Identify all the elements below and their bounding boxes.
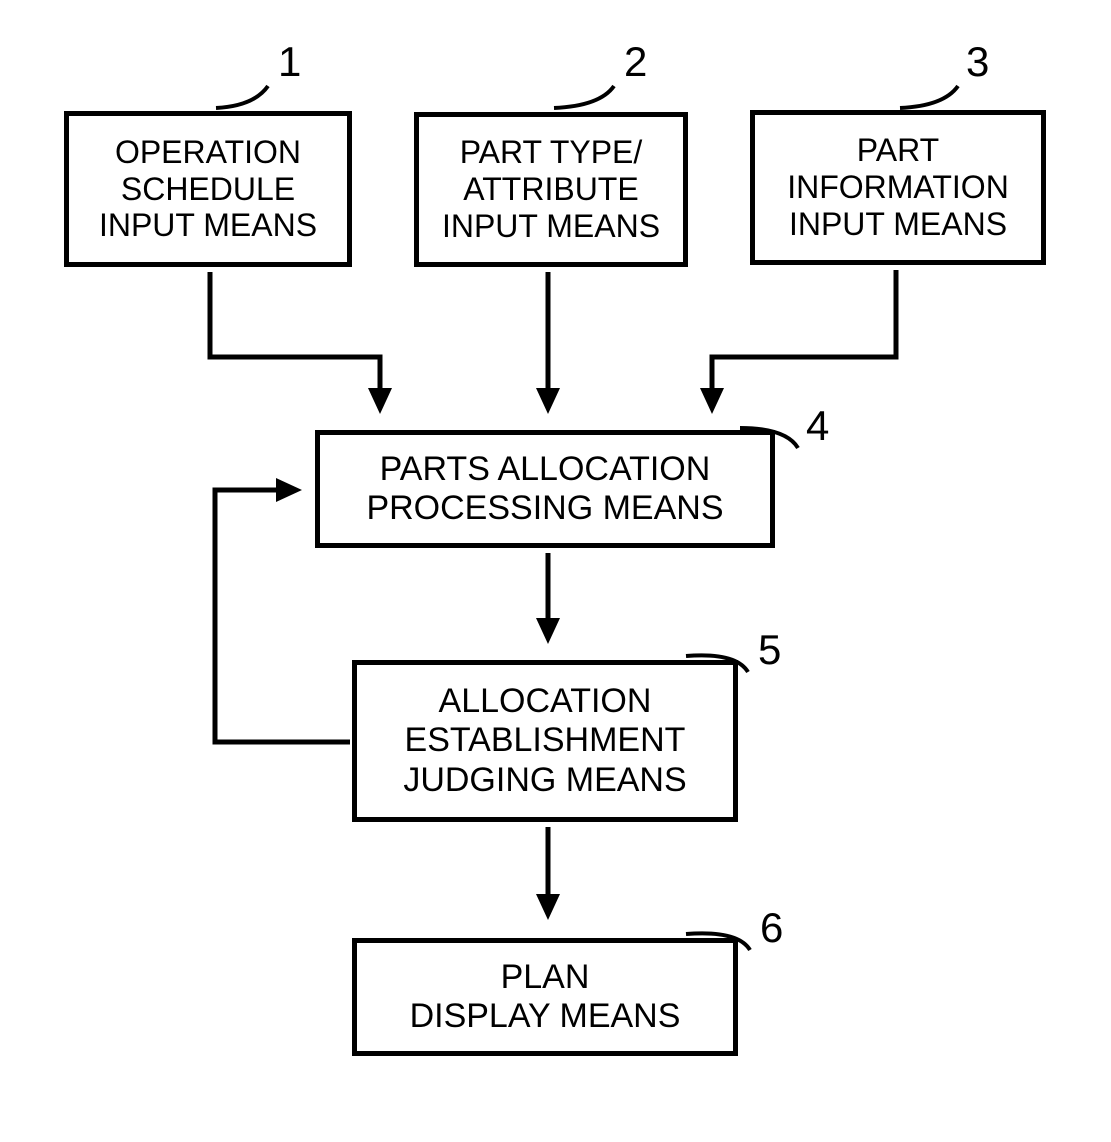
node-number-n5: 5 — [758, 626, 781, 674]
node-number-n2: 2 — [624, 38, 647, 86]
lead-line-n5 — [686, 655, 748, 672]
node-number-n6: 6 — [760, 904, 783, 952]
lead-line-n3 — [900, 86, 958, 108]
lead-line-n6 — [686, 933, 750, 950]
lead-lines-layer — [0, 0, 1111, 1142]
lead-line-n4 — [740, 428, 798, 448]
lead-line-n2 — [554, 86, 614, 108]
node-number-n1: 1 — [278, 38, 301, 86]
node-number-n4: 4 — [806, 402, 829, 450]
node-number-n3: 3 — [966, 38, 989, 86]
lead-line-n1 — [216, 86, 268, 108]
